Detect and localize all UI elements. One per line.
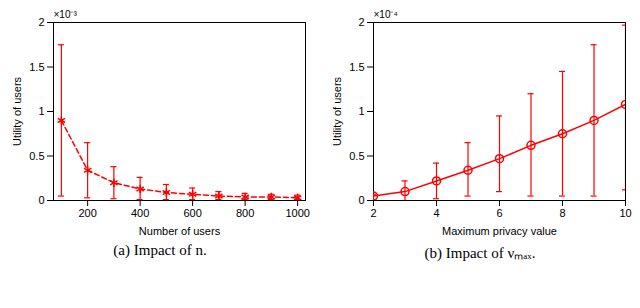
svg-text:0.5: 0.5 [29,150,44,162]
svg-text:Utility of users: Utility of users [331,76,343,146]
svg-text:600: 600 [183,207,201,219]
svg-text:1.5: 1.5 [29,61,44,73]
svg-text:0: 0 [38,194,44,206]
svg-text:2: 2 [358,16,364,28]
svg-text:6: 6 [496,207,502,219]
svg-text:1: 1 [358,105,364,117]
html-text:(a) Impact of n.: (a) Impact of n. [113,242,207,258]
svg-text:1000: 1000 [285,207,309,219]
svg-text:0: 0 [358,194,364,206]
svg-text:Utility of users: Utility of users [11,76,23,146]
svg-text:8: 8 [559,207,565,219]
html-text:(b) Impact of νₘₐₓ.: (b) Impact of νₘₐₓ. [424,245,536,261]
svg-text:200: 200 [78,207,96,219]
svg-text:10: 10 [619,207,631,219]
svg-text:Number of users: Number of users [139,225,221,237]
svg-text:400: 400 [131,207,149,219]
svg-text:800: 800 [236,207,254,219]
svg-text:2: 2 [370,207,376,219]
svg-text:4: 4 [433,207,439,219]
svg-text:0.5: 0.5 [349,150,364,162]
svg-text:×10⁻³: ×10⁻³ [54,9,78,20]
svg-text:1: 1 [38,105,44,117]
svg-text:Maximum privacy value: Maximum privacy value [442,225,557,237]
svg-text:×10⁻⁴: ×10⁻⁴ [374,9,398,20]
svg-text:2: 2 [38,16,44,28]
svg-text:1.5: 1.5 [349,61,364,73]
